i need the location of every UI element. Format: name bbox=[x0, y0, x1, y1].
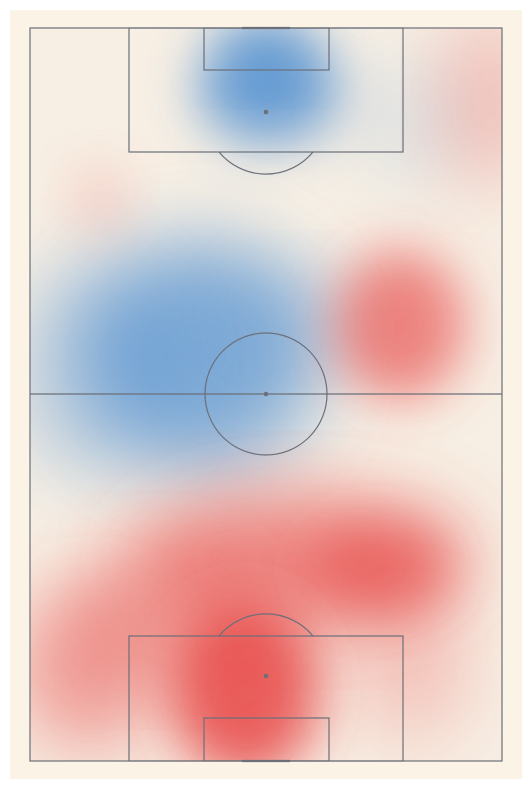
pitch-heatmap bbox=[10, 10, 522, 779]
top-penalty-arc bbox=[218, 151, 314, 175]
center-spot bbox=[263, 391, 269, 397]
heat-zone bbox=[70, 165, 130, 235]
red-zones bbox=[30, 28, 502, 761]
bottom-penalty-arc bbox=[218, 613, 314, 637]
bottom-penalty-spot bbox=[263, 673, 269, 679]
pitch-spots bbox=[263, 109, 269, 679]
blue-zones bbox=[30, 28, 470, 480]
heat-zone bbox=[445, 28, 502, 190]
heat-zone bbox=[335, 250, 465, 400]
heat-zone bbox=[240, 270, 360, 350]
heat-zone bbox=[350, 600, 470, 740]
heat-zone bbox=[30, 260, 170, 480]
top-penalty-spot bbox=[263, 109, 269, 115]
heat-zone bbox=[215, 28, 315, 80]
center-circle bbox=[204, 332, 328, 456]
heat-zone bbox=[70, 550, 250, 670]
pitch-markings bbox=[29, 26, 503, 763]
heat-zone bbox=[310, 525, 450, 615]
pitch-frame bbox=[10, 10, 522, 779]
heat-zone bbox=[350, 60, 470, 180]
